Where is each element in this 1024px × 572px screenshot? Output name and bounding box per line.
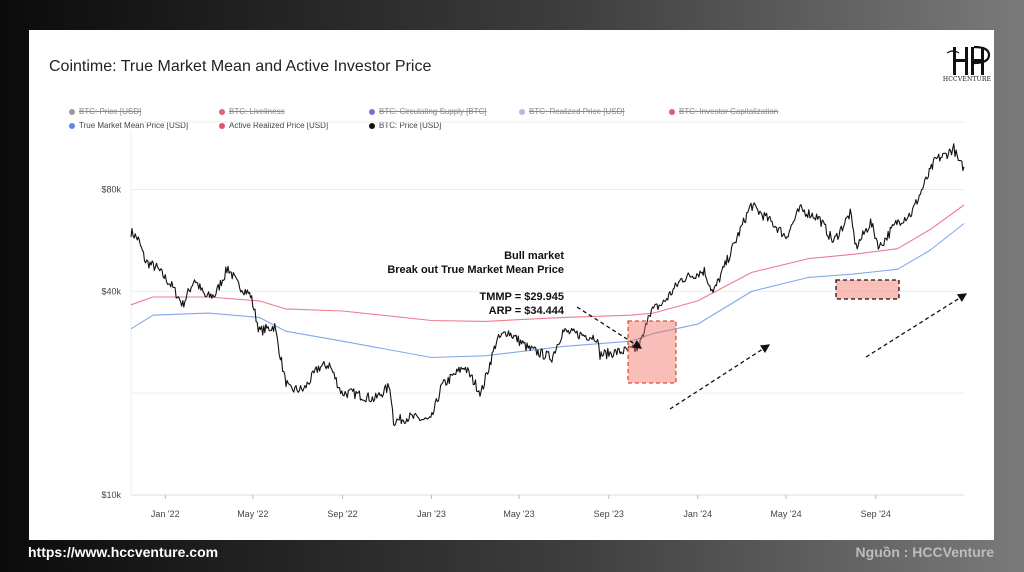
legend-item[interactable]: BTC: Price [USD] [369, 121, 441, 130]
x-tick-label: May '22 [237, 509, 268, 519]
x-tick-label: Sep '23 [594, 509, 624, 519]
legend-label: BTC: Realized Price [USD] [529, 107, 625, 116]
y-tick-label: $40k [101, 286, 121, 296]
legend-dot [219, 108, 225, 115]
legend-label: BTC: Investor Capitalization [679, 107, 779, 116]
x-tick-label: May '23 [503, 509, 534, 519]
x-tick-label: Sep '24 [861, 509, 891, 519]
legend-dot [69, 122, 75, 129]
active-realized-price-line [130, 204, 965, 322]
annotation-tmmp: TMMP = $29.945 [480, 291, 564, 303]
annotation-arrow [576, 306, 643, 349]
footer-url[interactable]: https://www.hccventure.com [28, 544, 219, 560]
legend-item[interactable]: BTC: Price [USD] [69, 107, 141, 116]
annotation-arp: ARP = $34.444 [489, 305, 565, 317]
legend-label: BTC: Price [USD] [379, 121, 442, 130]
trend-arrow [669, 344, 771, 410]
legend-item[interactable]: BTC: Investor Capitalization [669, 107, 778, 116]
x-tick-label: Sep '22 [327, 509, 357, 519]
legend-label: BTC: Liveliness [229, 107, 285, 116]
legend-dot [69, 108, 75, 115]
x-tick-label: Jan '22 [151, 509, 180, 519]
legend-label: BTC: Circulating Supply [BTC] [379, 107, 487, 116]
true-market-mean-price-line [130, 223, 965, 359]
logo-text: HCCVENTURE [942, 76, 992, 83]
y-axis: $10k $40k $80k [101, 185, 121, 500]
chart-card: Cointime: True Market Mean and Active In… [29, 30, 994, 540]
x-tick-label: May '24 [770, 509, 801, 519]
chart-title: Cointime: True Market Mean and Active In… [49, 58, 432, 75]
legend-label: True Market Mean Price [USD] [79, 121, 189, 130]
annotation-breakout: Break out True Market Mean Price [387, 264, 564, 276]
y-tick-label: $80k [101, 185, 121, 195]
series-layer [130, 143, 965, 427]
price-chart: $10k$40k$80k Jan '22 May '22 Sep '22 Jan '2… [101, 121, 968, 519]
consolidation-highlight-box [835, 279, 900, 300]
footer-source: Nguồn : HCCVenture [855, 544, 994, 560]
legend-dot [219, 122, 225, 129]
legend-dot [519, 108, 525, 115]
legend-dot [369, 108, 375, 115]
legend-dot [669, 108, 675, 115]
x-tick-label: Jan '24 [683, 509, 712, 519]
legend-item[interactable]: BTC: Liveliness [219, 107, 285, 116]
grid-lines [130, 130, 964, 496]
legend-dot [369, 122, 375, 129]
breakout-highlight-box [627, 320, 677, 384]
x-axis: Jan '22 May '22 Sep '22 Jan '23 May '23 Sep '… [151, 495, 891, 519]
x-tick-label: Jan '23 [417, 509, 446, 519]
trend-arrow [865, 293, 968, 358]
chart-legend: BTC: Price [USD] BTC: Liveliness BTC: Ci… [69, 107, 969, 137]
legend-item[interactable]: BTC: Realized Price [USD] [519, 107, 625, 116]
legend-label: BTC: Price [USD] [79, 107, 142, 116]
annotation-bull-market: Bull market [504, 250, 564, 262]
legend-item[interactable]: True Market Mean Price [USD] [69, 121, 188, 130]
y-tick-label: $10k [101, 490, 121, 500]
legend-item[interactable]: Active Realized Price [USD] [219, 121, 328, 130]
hh-monogram-logo [946, 45, 991, 75]
legend-label: Active Realized Price [USD] [229, 121, 329, 130]
btc-price-line [130, 143, 965, 427]
legend-item[interactable]: BTC: Circulating Supply [BTC] [369, 107, 487, 116]
